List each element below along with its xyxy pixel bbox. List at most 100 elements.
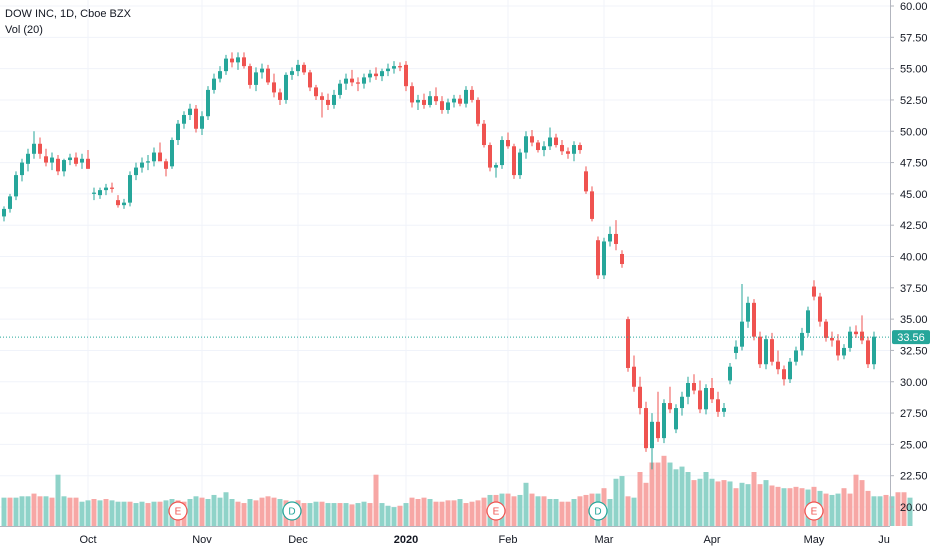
volume-bar [787, 488, 793, 526]
candle [404, 61, 408, 92]
volume-bar [763, 480, 769, 526]
candle [866, 336, 870, 368]
price-axis[interactable]: 60.00 57.50 55.00 52.50 50.00 47.50 45.00 42.50… [890, 1, 928, 514]
candle-body [350, 78, 354, 83]
volume-bar [889, 496, 895, 526]
candle [434, 87, 438, 105]
candle-body [50, 157, 54, 163]
volume-bar [319, 501, 325, 526]
candle [860, 315, 864, 345]
volume-bar [517, 494, 523, 526]
volume-bar [745, 484, 751, 526]
candle [32, 131, 36, 159]
volume-bar [781, 488, 787, 526]
volume-bar [661, 455, 667, 526]
candle [86, 150, 90, 169]
volume-bar [361, 501, 367, 526]
volume-bar [463, 503, 469, 526]
candle-body [578, 145, 582, 151]
volume-bar [193, 496, 199, 526]
candle-body [764, 339, 768, 365]
volume-bar [391, 507, 397, 526]
candle [116, 195, 120, 208]
candle-body [398, 66, 402, 68]
volume-bar [31, 493, 37, 526]
candle [368, 69, 372, 83]
earnings-marker[interactable]: E [168, 501, 188, 521]
candle-body [26, 153, 30, 164]
candle [512, 143, 516, 179]
candle [818, 292, 822, 327]
candle-body [110, 187, 114, 189]
volume-bar [415, 499, 421, 526]
candle-body [404, 64, 408, 87]
candle-body [734, 346, 738, 353]
candle [812, 280, 816, 301]
volume-bar [511, 496, 517, 526]
candle [686, 376, 690, 405]
candle-body [752, 302, 756, 337]
dividend-marker[interactable]: D [282, 501, 302, 521]
price-tick-label: 32.50 [900, 345, 928, 357]
time-axis[interactable]: Oct Nov Dec 2020 Feb Mar Apr May Ju [79, 534, 889, 546]
candle-body [356, 82, 360, 84]
event-letter: D [594, 507, 601, 518]
event-letter: D [288, 507, 295, 518]
candle-body [836, 340, 840, 356]
candle [200, 111, 204, 136]
candle-body [314, 87, 318, 97]
volume-bar [325, 503, 331, 526]
candle-body [434, 96, 438, 102]
candle [50, 152, 54, 171]
candle-body [818, 296, 822, 322]
candle-body [68, 157, 72, 161]
price-tick-label: 47.50 [900, 158, 928, 170]
last-price-badge: 33.56 [892, 330, 930, 345]
volume-bar [637, 472, 643, 526]
candle [176, 119, 180, 146]
candle-body [746, 302, 750, 322]
candle [782, 365, 786, 386]
earnings-marker[interactable]: E [804, 501, 824, 521]
dividend-marker[interactable]: D [588, 501, 608, 521]
volume-bar [445, 500, 451, 526]
symbol-title[interactable]: DOW INC, 1D, Cboe BZX [5, 8, 132, 20]
volume-bar [883, 494, 889, 526]
price-tick-label: 30.00 [900, 377, 928, 389]
volume-bar [139, 501, 145, 526]
volume-indicator-title[interactable]: Vol (20) [5, 24, 43, 36]
price-tick-label: 52.50 [900, 95, 928, 107]
event-circle [282, 501, 302, 521]
candle [68, 153, 72, 166]
candle [356, 77, 360, 92]
candle-body [782, 369, 786, 380]
candle-body [308, 72, 312, 88]
candle [680, 391, 684, 416]
volume-bar [355, 503, 361, 526]
candle-body [698, 390, 702, 410]
candle-body [584, 171, 588, 192]
candle [380, 68, 384, 82]
candle-body [506, 140, 510, 147]
volume-bar [793, 486, 799, 526]
volume-bar [187, 499, 193, 526]
candle-body [386, 68, 390, 72]
candle-body [566, 151, 570, 154]
candle [842, 344, 846, 360]
candle [110, 182, 114, 193]
time-tick-label: Mar [595, 534, 614, 546]
candle [146, 155, 150, 171]
candle [854, 325, 858, 338]
candle-body [512, 146, 516, 176]
earnings-marker[interactable]: E [486, 501, 506, 521]
candle-body [650, 421, 654, 449]
candle-body [770, 339, 774, 362]
candle [662, 399, 666, 444]
event-letter: E [493, 507, 500, 518]
candle [20, 158, 24, 182]
candle [38, 137, 42, 159]
candle [332, 89, 336, 109]
candle-body [572, 145, 576, 154]
